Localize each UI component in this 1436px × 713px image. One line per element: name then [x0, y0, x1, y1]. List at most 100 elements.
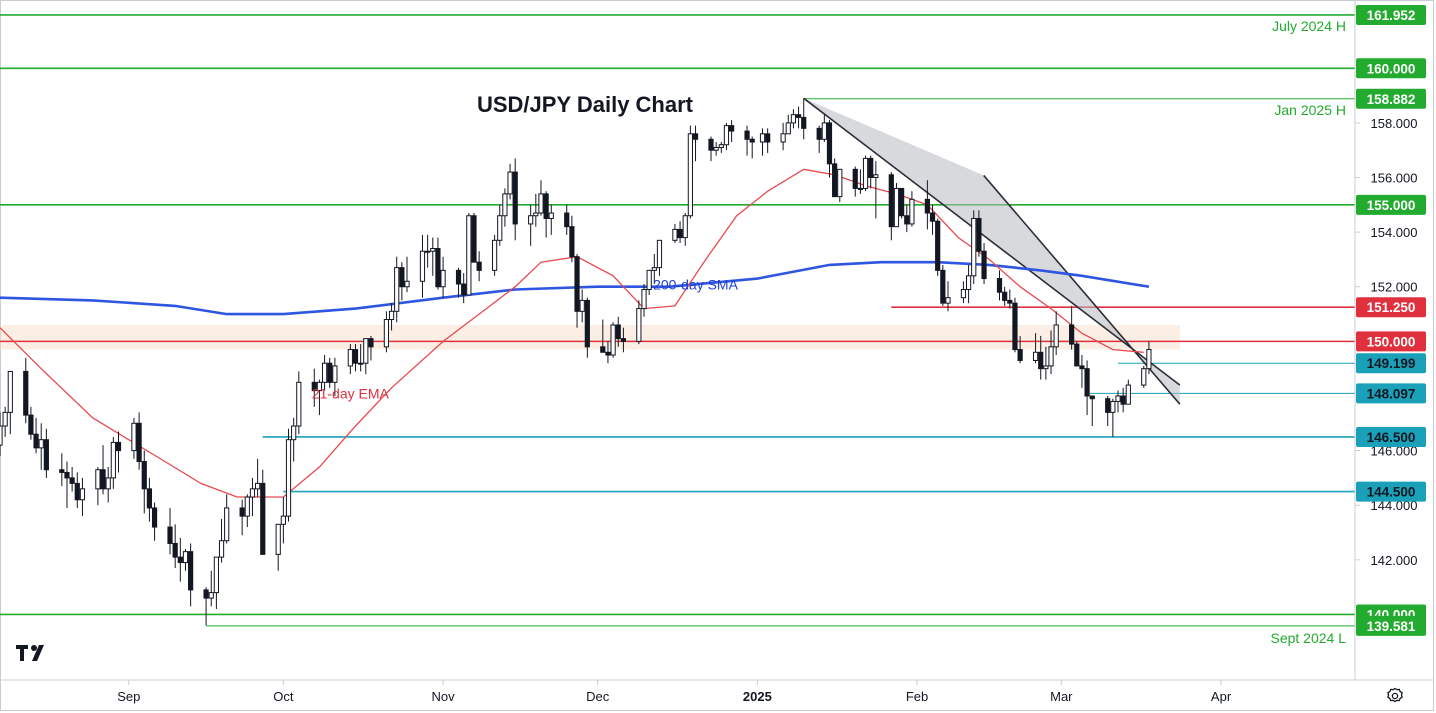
- time-tick-label: Sep: [117, 689, 140, 704]
- candle-body: [749, 138, 755, 143]
- candle: [728, 120, 735, 143]
- candle: [1125, 379, 1131, 405]
- candle-body: [399, 267, 405, 288]
- candle-body: [1032, 351, 1039, 361]
- candle: [105, 466, 111, 503]
- price-level-label: 155.000: [1356, 194, 1426, 215]
- candle: [1146, 341, 1152, 375]
- candle-body: [790, 114, 797, 124]
- candle-body: [1017, 349, 1023, 361]
- candle-body: [425, 250, 431, 253]
- candle: [981, 243, 987, 285]
- price-level-label-bg: [1356, 297, 1426, 318]
- candle-body: [785, 122, 791, 135]
- candle: [893, 182, 900, 228]
- price-tick-label: 146.000: [1371, 444, 1418, 459]
- candle: [466, 213, 472, 296]
- candle: [471, 213, 477, 263]
- candle-body: [492, 239, 498, 271]
- candle-body: [33, 433, 39, 449]
- candle-body: [419, 250, 426, 282]
- candle: [533, 193, 539, 227]
- price-level-label-text: 144.500: [1367, 485, 1416, 500]
- candle: [430, 237, 436, 276]
- candle-body: [893, 187, 900, 228]
- candle: [692, 125, 699, 162]
- candle-body: [471, 215, 477, 263]
- candle-body: [296, 381, 302, 427]
- candle-body: [615, 324, 621, 340]
- candle: [296, 371, 302, 435]
- price-level-label-text: 149.199: [1367, 356, 1416, 371]
- price-level-label: 151.250: [1356, 297, 1426, 318]
- candle: [74, 472, 80, 508]
- annotations-layer: 200-day SMA 21-day EMA: [312, 276, 739, 401]
- price-level-label: 161.952: [1356, 4, 1426, 25]
- candle: [213, 556, 219, 609]
- candle: [79, 477, 86, 517]
- candle-body: [945, 297, 951, 304]
- candle: [584, 297, 590, 358]
- candle: [1110, 398, 1116, 437]
- candle: [976, 210, 982, 257]
- candle: [1017, 335, 1023, 364]
- candle: [177, 537, 183, 582]
- candle-body: [239, 507, 245, 517]
- candle: [1120, 387, 1126, 413]
- candle: [100, 445, 106, 495]
- candle-body: [687, 133, 693, 217]
- candle-body: [636, 308, 642, 342]
- chart-settings-button[interactable]: [1382, 684, 1408, 708]
- chart-title: USD/JPY Daily Chart: [477, 92, 694, 117]
- price-level-label-text: 150.000: [1367, 334, 1416, 349]
- price-level-label-bg: [1356, 58, 1426, 79]
- price-level-label-bg: [1356, 194, 1426, 215]
- candle: [1002, 286, 1008, 306]
- candle: [368, 335, 374, 361]
- candle: [636, 300, 642, 345]
- price-level-label: 148.097: [1356, 383, 1426, 404]
- candle-body: [971, 217, 977, 277]
- candle-body: [255, 482, 261, 490]
- candle: [291, 417, 297, 462]
- candle-body: [1048, 346, 1054, 367]
- price-axis[interactable]: 142.000 144.000 146.000 152.000 154.000 156.0…: [1355, 116, 1418, 568]
- candle-body: [388, 310, 395, 321]
- candle-body: [23, 370, 29, 416]
- candle: [255, 458, 261, 498]
- price-level-label: 139.581: [1356, 615, 1426, 636]
- candle-body: [1053, 324, 1059, 348]
- candle: [868, 155, 874, 189]
- candle: [7, 370, 13, 435]
- candle: [64, 461, 70, 508]
- time-axis[interactable]: Sep Oct Nov Dec 2025 Feb Mar Apr: [117, 680, 1232, 704]
- candle-body: [244, 496, 250, 517]
- candle-body: [646, 269, 652, 290]
- candle-body: [965, 275, 972, 290]
- candle-body: [960, 288, 967, 299]
- candle-body: [816, 127, 822, 140]
- candle-body: [69, 477, 75, 484]
- candle-body: [852, 168, 858, 189]
- candle: [1069, 305, 1075, 350]
- price-level-label-text: 160.000: [1367, 61, 1416, 76]
- candle-body: [151, 507, 158, 528]
- candle: [924, 180, 930, 230]
- time-tick-label: 2025: [743, 689, 772, 704]
- candle-body: [141, 461, 147, 490]
- gear-icon: [1387, 687, 1403, 703]
- candle-body: [713, 146, 719, 151]
- price-level-label-bg: [1356, 331, 1426, 352]
- price-level-label-text: 148.097: [1367, 386, 1416, 401]
- candle-body: [7, 370, 13, 413]
- candle-body: [981, 250, 987, 280]
- candle-body: [115, 441, 122, 452]
- resistance-zone-layer: [0, 324, 1180, 350]
- candle: [249, 477, 256, 517]
- candle: [347, 344, 353, 375]
- candle: [440, 256, 446, 298]
- candle: [826, 120, 833, 178]
- candle-body: [1110, 400, 1116, 413]
- candle-body: [177, 556, 183, 564]
- candle: [0, 412, 3, 457]
